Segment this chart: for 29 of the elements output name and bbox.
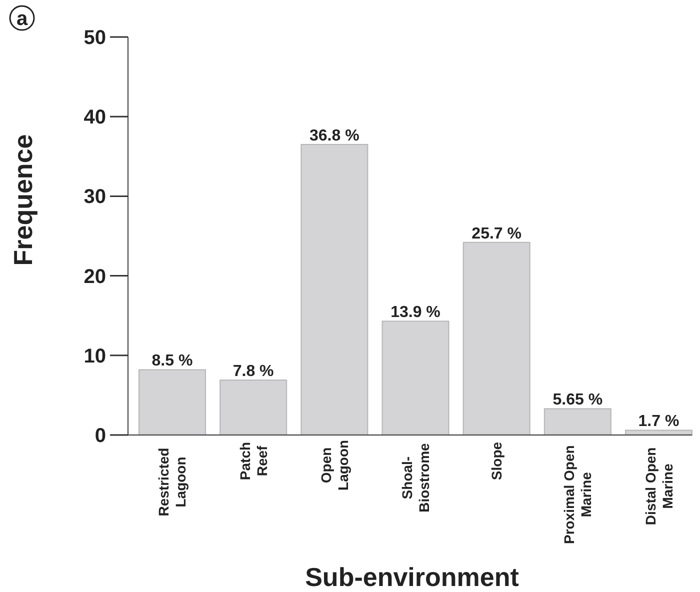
- bar: [544, 408, 612, 436]
- x-tick-label: Slope: [488, 442, 505, 480]
- x-tick-label: Patch Reef: [236, 442, 270, 480]
- x-axis-title: Sub-environment: [305, 562, 520, 592]
- annotation: 13.9 %: [390, 304, 440, 322]
- annotation: 36.8 %: [310, 127, 360, 144]
- bar: [462, 242, 530, 436]
- y-tick-label: 40: [84, 106, 106, 129]
- x-tick-label: Proximal Open Marine: [561, 445, 594, 544]
- y-tick-label: 50: [84, 27, 106, 49]
- x-tick-label: Distal Open Marine: [642, 447, 676, 526]
- text: a: [16, 8, 28, 30]
- x-tick-label: Open Lagoon: [318, 440, 351, 490]
- annotation: 8.5 %: [152, 352, 193, 370]
- x-tick-label: Shoal- Biostrome: [399, 442, 432, 512]
- y-axis-title: Frequence: [8, 134, 38, 266]
- y-tick-label: 0: [94, 425, 106, 447]
- bar: [220, 380, 288, 436]
- annotation: 25.7 %: [472, 225, 522, 242]
- annotation: 7.8 %: [232, 363, 274, 380]
- annotation: 1.7 %: [638, 413, 680, 430]
- annotation: 5.65 %: [552, 392, 603, 409]
- bar: [300, 144, 368, 436]
- bar: [138, 369, 206, 436]
- y-tick-label: 20: [84, 266, 106, 288]
- x-tick-label: Restricted Lagoon: [156, 448, 189, 516]
- y-tick-label: 30: [84, 186, 106, 208]
- bar: [382, 320, 450, 436]
- y-tick-label: 10: [84, 345, 106, 368]
